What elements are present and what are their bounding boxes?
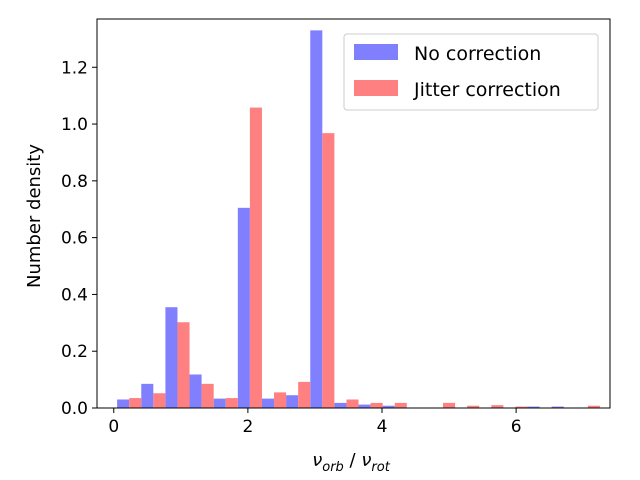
y-tick-label: 0.0: [61, 399, 88, 419]
bar-no-correction-5: [237, 207, 250, 408]
legend: No correction Jitter correction: [343, 33, 599, 111]
bar-jitter-correction-8: [322, 133, 335, 408]
y-tick-label: 1.2: [61, 58, 88, 78]
plot-frame: [96, 18, 611, 409]
y-tick-label: 0.6: [61, 229, 88, 249]
bar-jitter-correction-10: [370, 402, 383, 408]
bar-jitter-correction-11: [394, 402, 407, 408]
y-tick-label: 0.2: [61, 342, 88, 362]
bar-no-correction-11: [382, 405, 395, 408]
x-tick-label: 4: [377, 417, 388, 437]
bar-jitter-correction-4: [225, 398, 238, 408]
bar-jitter-correction-1: [153, 393, 166, 408]
bar-jitter-correction-0: [129, 398, 142, 408]
bar-no-correction-7: [286, 395, 299, 408]
legend-label-no-correction: No correction: [414, 43, 541, 65]
bar-jitter-correction-2: [177, 322, 190, 408]
bar-jitter-correction-5: [249, 107, 262, 408]
bar-no-correction-10: [358, 404, 371, 408]
bar-no-correction-6: [261, 398, 275, 408]
legend-label-jitter-correction: Jitter correction: [413, 79, 561, 101]
bar-no-correction-1: [141, 383, 154, 408]
x-tick-label: 2: [242, 417, 253, 437]
y-tick-label: 1.0: [61, 115, 88, 135]
x-axis-ticks: 0 2 4 6: [108, 408, 522, 437]
bar-no-correction-18: [551, 406, 564, 408]
bar-jitter-correction-3: [201, 383, 214, 408]
x-tick-label: 6: [511, 417, 522, 437]
y-axis-ticks: 0.0 0.2 0.4 0.6 0.8 1.0 1.2: [61, 58, 97, 419]
bar-jitter-correction-19: [587, 405, 600, 408]
bar-no-correction-17: [527, 406, 540, 408]
y-axis-label: Number density: [24, 144, 45, 288]
bars-layer: [117, 30, 600, 409]
y-tick-label: 0.8: [61, 172, 88, 192]
bar-no-correction-0: [117, 399, 130, 408]
bar-jitter-correction-9: [346, 399, 359, 408]
bar-jitter-correction-16: [515, 406, 528, 408]
legend-box: [343, 33, 599, 111]
bar-jitter-correction-7: [298, 381, 311, 408]
y-tick-label: 0.4: [61, 285, 88, 305]
bar-jitter-correction-15: [491, 405, 504, 408]
bar-jitter-correction-13: [443, 402, 456, 408]
bar-no-correction-9: [334, 402, 347, 408]
bar-no-correction-2: [165, 307, 178, 408]
bar-no-correction-8: [310, 30, 323, 409]
bar-jitter-correction-14: [467, 405, 480, 408]
legend-swatch-no-correction: [354, 44, 398, 60]
bar-no-correction-3: [189, 374, 202, 408]
legend-swatch-jitter-correction: [354, 80, 398, 96]
bar-jitter-correction-6: [274, 392, 287, 408]
bar-no-correction-4: [213, 398, 226, 408]
x-tick-label: 0: [108, 417, 119, 437]
x-axis-label: νorb / νrot: [312, 450, 391, 475]
